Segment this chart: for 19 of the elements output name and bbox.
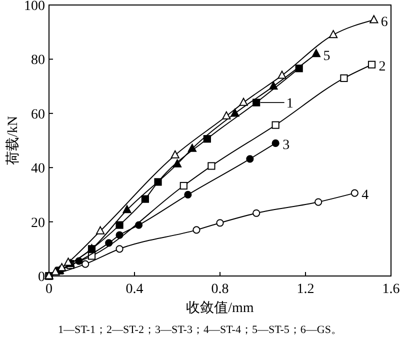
text: 1—ST-1；2—ST-2；3—ST-3；4—ST-4；5—ST-5；6—GS。: [58, 324, 342, 336]
series-label: 5: [323, 48, 330, 64]
series-label: 2: [378, 60, 386, 75]
y-tick-label: 0: [38, 270, 45, 285]
legend-label: 1: [286, 96, 294, 112]
series-label: 4: [362, 188, 369, 204]
series-label: 3: [282, 138, 290, 154]
y-tick-label: 60: [31, 107, 45, 122]
x-tick-label: 0.4: [126, 282, 144, 297]
y-axis-title: 荷载/kN: [5, 116, 21, 165]
x-axis-title: 收敛值/mm: [186, 300, 254, 316]
series-label: 6: [380, 14, 388, 30]
y-tick-label: 40: [31, 162, 45, 177]
y-tick-label: 20: [31, 216, 45, 231]
y-tick-label: 100: [24, 0, 45, 14]
x-tick-label: 1.6: [382, 282, 400, 297]
x-tick-label: 0.8: [211, 282, 229, 297]
y-tick-label: 80: [31, 53, 45, 68]
x-tick-label: 1.2: [296, 282, 314, 297]
